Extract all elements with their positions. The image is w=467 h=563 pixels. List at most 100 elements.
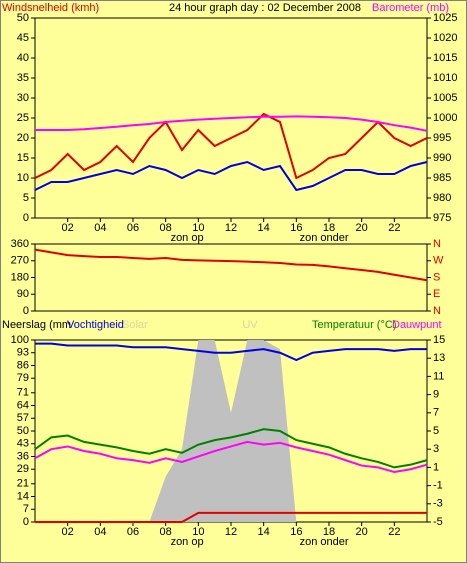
x-tick-label: 12 — [225, 526, 237, 538]
y2-tick-label: 990 — [433, 152, 451, 164]
y2-tick-label: 5 — [433, 425, 439, 437]
chart-title: 24 hour graph day : 02 December 2008 — [169, 2, 361, 14]
legend-label: Dauwpunt — [392, 319, 442, 331]
y-tick-label: 30 — [17, 92, 29, 104]
x-tick-label: 14 — [258, 222, 270, 234]
y2-tick-label: 1020 — [433, 32, 457, 44]
annotation: zon op — [171, 232, 204, 244]
x-tick-label: 10 — [192, 222, 204, 234]
x-tick-label: 18 — [323, 526, 335, 538]
y2-tick-label: 7 — [433, 407, 439, 419]
x-tick-label: 18 — [323, 222, 335, 234]
y-tick-label: 180 — [11, 271, 29, 283]
y2-tick-label: -3 — [433, 498, 443, 510]
y2-tick-label: E — [433, 288, 440, 300]
y-tick-label: 14 — [17, 490, 29, 502]
plot-area — [34, 243, 428, 312]
y2-tick-label: 11 — [433, 370, 444, 382]
y2-tick-label: 985 — [433, 172, 451, 184]
y-tick-label: 21 — [17, 478, 29, 490]
y-tick-label: 15 — [17, 152, 29, 164]
x-tick-label: 10 — [192, 526, 204, 538]
y-tick-label: 93 — [17, 347, 29, 359]
y2-tick-label: S — [433, 271, 440, 283]
x-tick-label: 22 — [388, 526, 400, 538]
y-tick-label: 10 — [17, 172, 29, 184]
x-tick-label: 08 — [160, 526, 172, 538]
y2-tick-label: 1005 — [433, 92, 457, 104]
series-line — [34, 160, 428, 192]
legend-label: Vochtigheid — [67, 319, 124, 331]
legend-label: Windsnelheid (kmh) — [2, 2, 99, 14]
y-tick-label: 270 — [11, 255, 29, 267]
series-line — [35, 342, 427, 362]
y-tick-label: 50 — [17, 12, 29, 24]
x-tick-label: 16 — [290, 526, 302, 538]
y2-tick-label: 1010 — [433, 72, 457, 84]
y2-tick-label: 3 — [433, 443, 439, 455]
legend-label: Solar — [122, 319, 148, 331]
y2-tick-label: N — [433, 305, 441, 317]
y-tick-label: 25 — [17, 112, 29, 124]
y-tick-label: 45 — [17, 32, 29, 44]
y2-tick-label: -5 — [433, 516, 443, 528]
y-tick-label: 40 — [17, 52, 29, 64]
y2-tick-label: 975 — [433, 212, 451, 224]
solar-area — [35, 340, 427, 522]
y-tick-label: 57 — [17, 412, 29, 424]
y-tick-label: 0 — [23, 212, 29, 224]
y-tick-label: 43 — [17, 438, 29, 450]
legend-label: Neerslag (mm — [2, 319, 71, 331]
y-tick-label: 100 — [11, 334, 29, 346]
x-tick-label: 12 — [225, 222, 237, 234]
x-tick-label: 02 — [62, 526, 74, 538]
annotation: zon op — [171, 536, 204, 548]
y2-tick-label: 1 — [433, 461, 439, 473]
annotation: zon onder — [300, 232, 349, 244]
y2-tick-label: -1 — [433, 480, 443, 492]
y-tick-label: 7 — [23, 503, 29, 515]
legend-label: Temperatuur (°C) — [312, 319, 396, 331]
y2-tick-label: 15 — [433, 334, 445, 346]
y-tick-label: 35 — [17, 72, 29, 84]
y2-tick-label: 995 — [433, 132, 451, 144]
y2-tick-label: W — [433, 255, 444, 267]
y-tick-label: 29 — [17, 463, 29, 475]
y2-tick-label: 9 — [433, 389, 439, 401]
series-line — [34, 248, 428, 282]
y-tick-label: 20 — [17, 132, 29, 144]
x-tick-label: 04 — [94, 526, 106, 538]
y2-tick-label: N — [433, 238, 441, 250]
x-tick-label: 06 — [127, 222, 139, 234]
x-tick-label: 16 — [290, 222, 302, 234]
x-tick-label: 14 — [258, 526, 270, 538]
x-tick-label: 20 — [356, 222, 368, 234]
annotation: zon onder — [300, 536, 349, 548]
y2-tick-label: 1015 — [433, 52, 457, 64]
x-tick-label: 06 — [127, 526, 139, 538]
x-tick-label: 22 — [388, 222, 400, 234]
y-tick-label: 36 — [17, 450, 29, 462]
y-tick-label: 79 — [17, 372, 29, 384]
y-tick-label: 50 — [17, 425, 29, 437]
series-line — [34, 428, 428, 469]
y2-tick-label: 1000 — [433, 112, 457, 124]
y2-tick-label: 980 — [433, 192, 451, 204]
series-line — [34, 440, 428, 473]
y2-tick-label: 1025 — [433, 12, 457, 24]
y-tick-label: 0 — [23, 516, 29, 528]
series-line — [35, 115, 428, 132]
y-tick-label: 5 — [23, 192, 29, 204]
x-tick-label: 20 — [356, 526, 368, 538]
y-tick-label: 71 — [17, 387, 29, 399]
y-tick-label: 86 — [17, 359, 29, 371]
legend-label: Barometer (mb) — [372, 2, 449, 14]
legend-label: UV — [242, 319, 258, 331]
series-line — [34, 112, 428, 180]
series-line — [35, 511, 427, 523]
y-tick-label: 90 — [17, 288, 29, 300]
y-tick-label: 360 — [11, 238, 29, 250]
x-tick-label: 04 — [94, 222, 106, 234]
y-tick-label: 64 — [17, 399, 29, 411]
